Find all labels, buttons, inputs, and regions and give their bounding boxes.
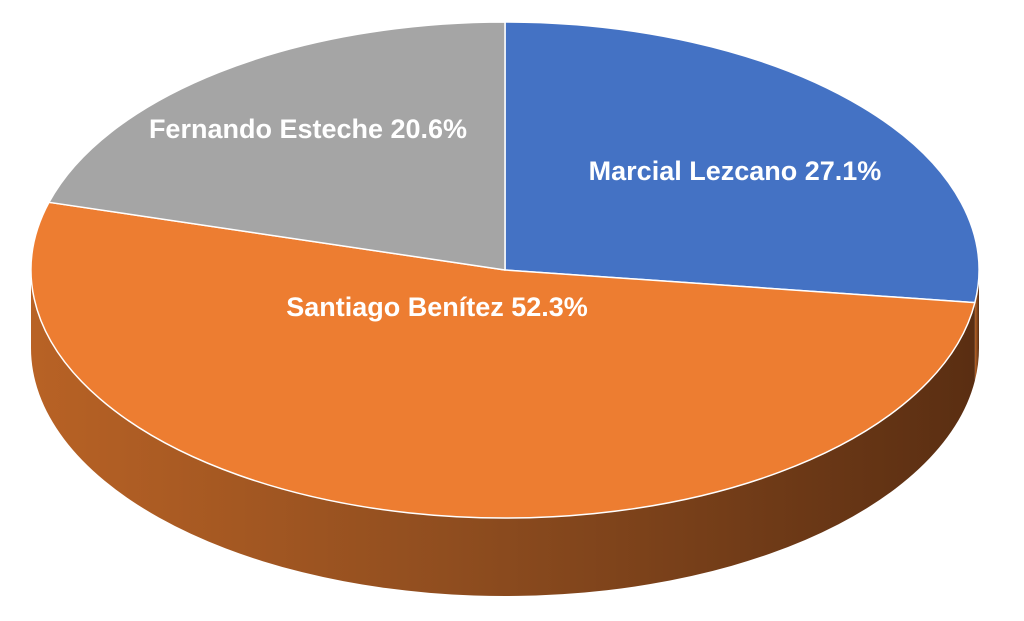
slice-label-marcial-lezcano: Marcial Lezcano 27.1% bbox=[589, 156, 882, 186]
pie-top-layer bbox=[30, 21, 980, 519]
slice-label-fernando-esteche: Fernando Esteche 20.6% bbox=[149, 114, 467, 144]
pie-slice-santiago-benitez bbox=[30, 201, 976, 519]
pie-slice-marcial-lezcano bbox=[504, 21, 980, 304]
pie-side-marcial-lezcano bbox=[974, 270, 979, 381]
slice-label-santiago-benitez: Santiago Benítez 52.3% bbox=[286, 292, 588, 322]
pie-side-santiago-benitez bbox=[31, 270, 975, 596]
pie-label-layer: Marcial Lezcano 27.1% Santiago Benítez 5… bbox=[149, 114, 881, 322]
pie-slice-fernando-esteche bbox=[48, 21, 506, 271]
pie-side-layer bbox=[31, 270, 979, 596]
